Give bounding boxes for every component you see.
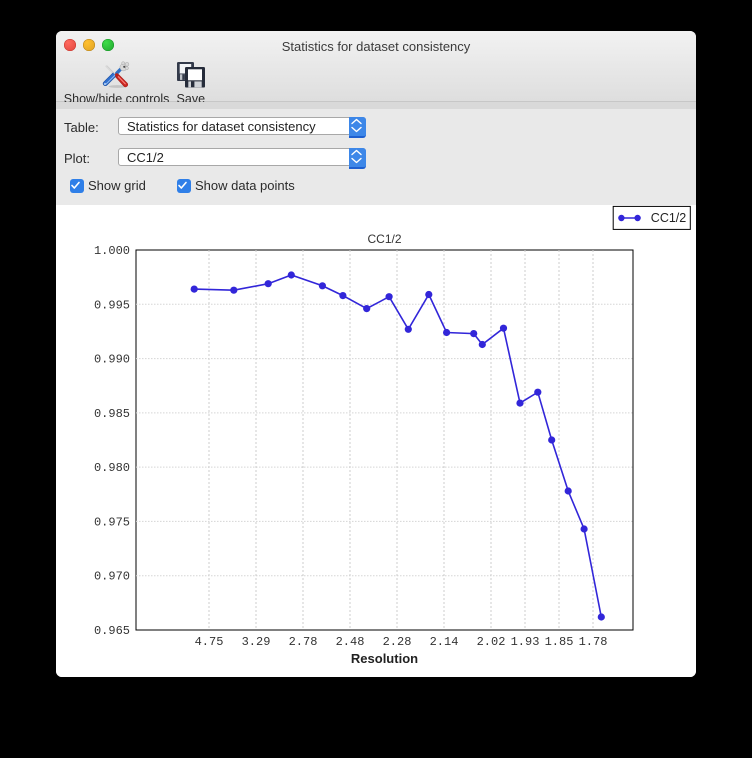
svg-text:0.990: 0.990 bbox=[94, 353, 130, 367]
svg-text:1.85: 1.85 bbox=[545, 635, 574, 649]
svg-text:0.995: 0.995 bbox=[94, 298, 130, 312]
svg-text:0.970: 0.970 bbox=[94, 570, 130, 584]
svg-text:2.48: 2.48 bbox=[336, 635, 365, 649]
svg-text:4.75: 4.75 bbox=[195, 635, 224, 649]
svg-text:2.02: 2.02 bbox=[477, 635, 506, 649]
svg-text:2.78: 2.78 bbox=[289, 635, 318, 649]
svg-text:2.28: 2.28 bbox=[383, 635, 412, 649]
svg-text:3.29: 3.29 bbox=[242, 635, 271, 649]
svg-text:2.14: 2.14 bbox=[430, 635, 459, 649]
svg-text:CC1/2: CC1/2 bbox=[367, 232, 401, 246]
svg-text:0.965: 0.965 bbox=[94, 624, 130, 638]
svg-text:1.000: 1.000 bbox=[94, 244, 130, 258]
svg-text:1.78: 1.78 bbox=[579, 635, 608, 649]
svg-text:0.985: 0.985 bbox=[94, 407, 130, 421]
svg-text:1.93: 1.93 bbox=[511, 635, 540, 649]
svg-text:0.980: 0.980 bbox=[94, 461, 130, 475]
svg-text:Resolution: Resolution bbox=[351, 651, 418, 666]
svg-text:0.975: 0.975 bbox=[94, 515, 130, 529]
svg-text:CC1/2: CC1/2 bbox=[651, 211, 686, 225]
